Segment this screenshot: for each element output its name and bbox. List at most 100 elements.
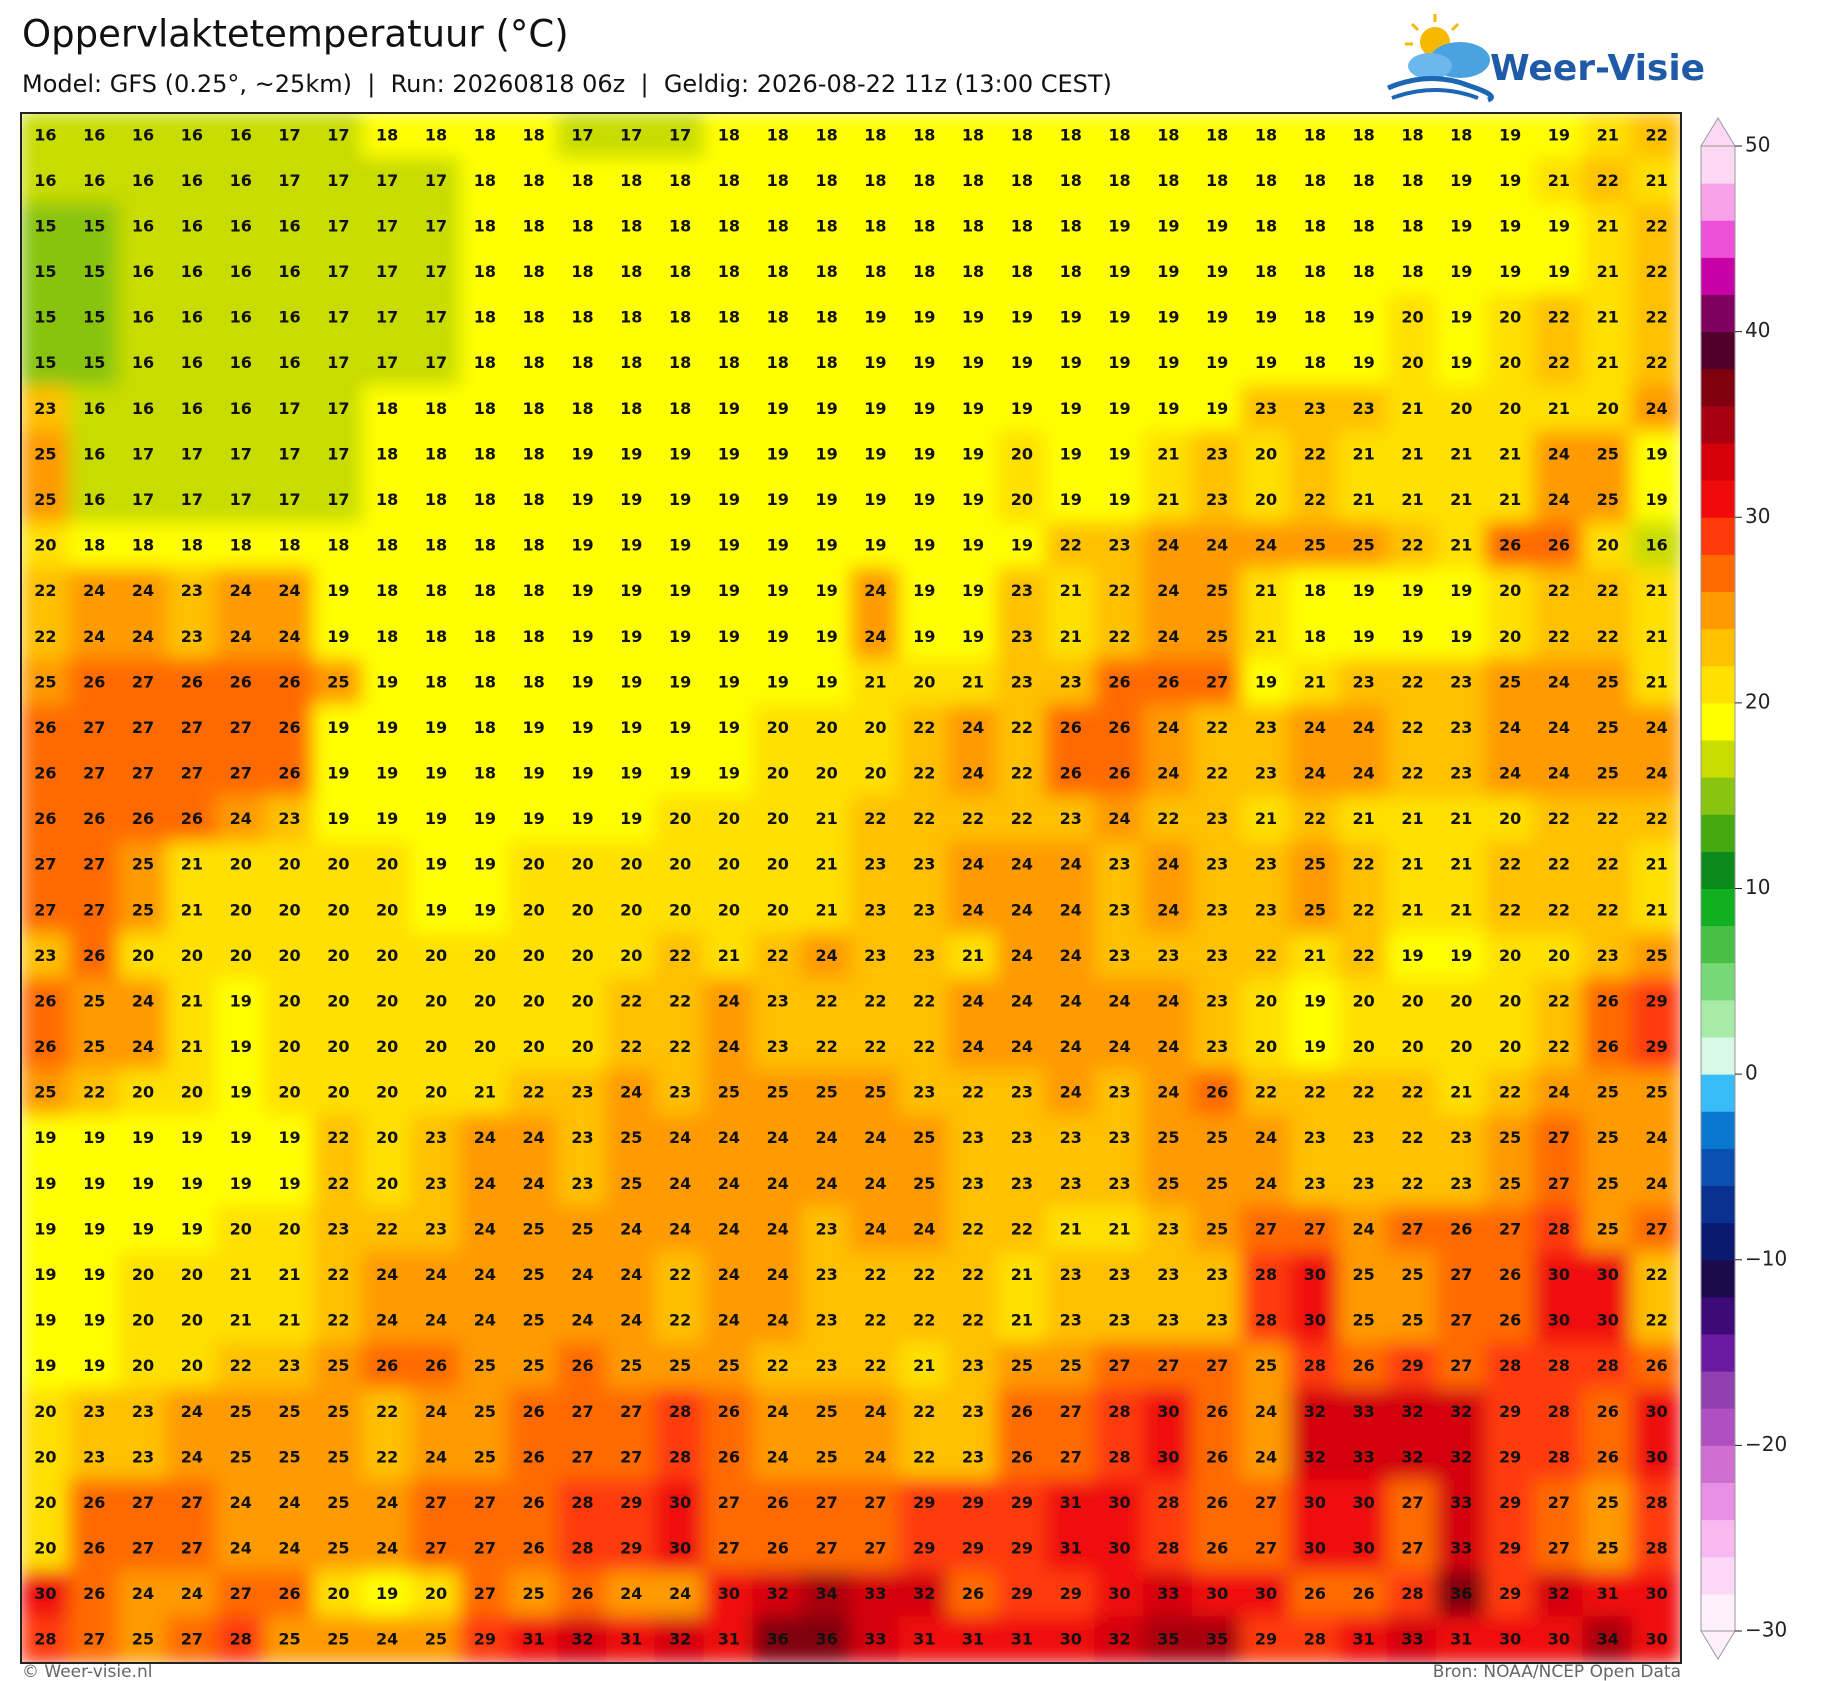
value-label: 23 (1206, 991, 1228, 1010)
cell (801, 704, 852, 753)
value-label: 19 (474, 855, 496, 874)
value-label: 20 (1450, 991, 1472, 1010)
value-label: 20 (327, 1584, 349, 1603)
value-label: 28 (669, 1447, 691, 1466)
cell (21, 1069, 71, 1117)
cell (996, 1114, 1048, 1163)
value-label: 24 (376, 1630, 398, 1649)
cell (605, 750, 657, 798)
value-label: 24 (669, 1174, 691, 1193)
cell (1338, 795, 1390, 844)
cell (68, 431, 120, 479)
cell (703, 294, 755, 342)
temperature-field (21, 113, 1681, 1663)
cell (1582, 1114, 1634, 1163)
cell (1094, 1434, 1145, 1482)
cell (68, 1570, 120, 1619)
value-label: 29 (913, 1539, 935, 1558)
cell (752, 1616, 804, 1663)
value-label: 18 (425, 627, 447, 646)
value-label: 18 (376, 581, 398, 600)
value-label: 18 (1304, 216, 1326, 235)
value-label: 22 (1353, 1083, 1375, 1102)
cell (752, 795, 804, 844)
value-label: 25 (1597, 1219, 1619, 1238)
value-label: 34 (815, 1584, 837, 1603)
value-label: 20 (571, 855, 593, 874)
colorbar-segment (1701, 220, 1735, 258)
cell (1582, 567, 1634, 616)
cell (850, 1251, 901, 1300)
value-label: 18 (1108, 125, 1130, 144)
cell (850, 932, 901, 981)
cell (1045, 1434, 1097, 1482)
value-label: 20 (181, 1356, 203, 1375)
value-label: 29 (1011, 1539, 1033, 1558)
cell (264, 1434, 315, 1482)
cell (557, 1342, 608, 1391)
cell (1435, 841, 1487, 889)
cell (850, 1342, 901, 1391)
cell (117, 613, 169, 662)
value-label: 18 (571, 171, 593, 190)
cell (1435, 1114, 1487, 1163)
cell (1387, 1023, 1438, 1072)
value-label: 19 (327, 809, 349, 828)
cell (1435, 750, 1487, 798)
cell (557, 157, 608, 206)
cell (1289, 613, 1341, 662)
cell (654, 203, 706, 251)
value-label: 18 (1304, 627, 1326, 646)
cell (1045, 1525, 1097, 1573)
value-label: 21 (1060, 581, 1082, 600)
cell (1435, 1479, 1487, 1528)
cell (752, 1342, 804, 1391)
value-label: 30 (1548, 1630, 1570, 1649)
value-label: 19 (34, 1128, 56, 1147)
cell (1289, 1023, 1341, 1072)
cell (312, 294, 364, 342)
value-label: 18 (1255, 262, 1277, 281)
cell (996, 248, 1048, 297)
cell (1045, 1160, 1097, 1209)
cell (605, 704, 657, 753)
cell (312, 932, 364, 981)
cell (361, 522, 413, 570)
cell (801, 1069, 852, 1117)
cell (361, 203, 413, 251)
value-label: 23 (1011, 1083, 1033, 1102)
value-label: 25 (327, 1402, 349, 1421)
value-label: 18 (523, 490, 545, 509)
colorbar-segment (1701, 628, 1735, 667)
value-label: 15 (83, 308, 105, 327)
value-label: 23 (1255, 900, 1277, 919)
cell (557, 294, 608, 342)
cell (68, 1069, 120, 1117)
cell (361, 157, 413, 206)
value-label: 16 (181, 262, 203, 281)
cell (68, 203, 120, 251)
value-label: 22 (1304, 444, 1326, 463)
cell (1582, 1297, 1634, 1345)
cell (1387, 1342, 1438, 1391)
value-label: 27 (1206, 1356, 1228, 1375)
value-label: 21 (1304, 946, 1326, 965)
value-label: 17 (132, 444, 154, 463)
cell (605, 795, 657, 844)
value-label: 20 (767, 718, 789, 737)
cell (1435, 1297, 1487, 1345)
cell (1533, 113, 1585, 160)
cell (410, 1616, 462, 1663)
cell (1338, 1434, 1390, 1482)
cell (1240, 1479, 1292, 1528)
value-label: 18 (376, 399, 398, 418)
value-label: 22 (34, 581, 56, 600)
cell (21, 339, 71, 388)
value-label: 19 (571, 627, 593, 646)
value-label: 27 (132, 1539, 154, 1558)
value-label: 20 (327, 991, 349, 1010)
cell (1142, 1479, 1194, 1528)
cell (1387, 978, 1438, 1026)
cell (1191, 887, 1243, 935)
cell (508, 978, 560, 1026)
